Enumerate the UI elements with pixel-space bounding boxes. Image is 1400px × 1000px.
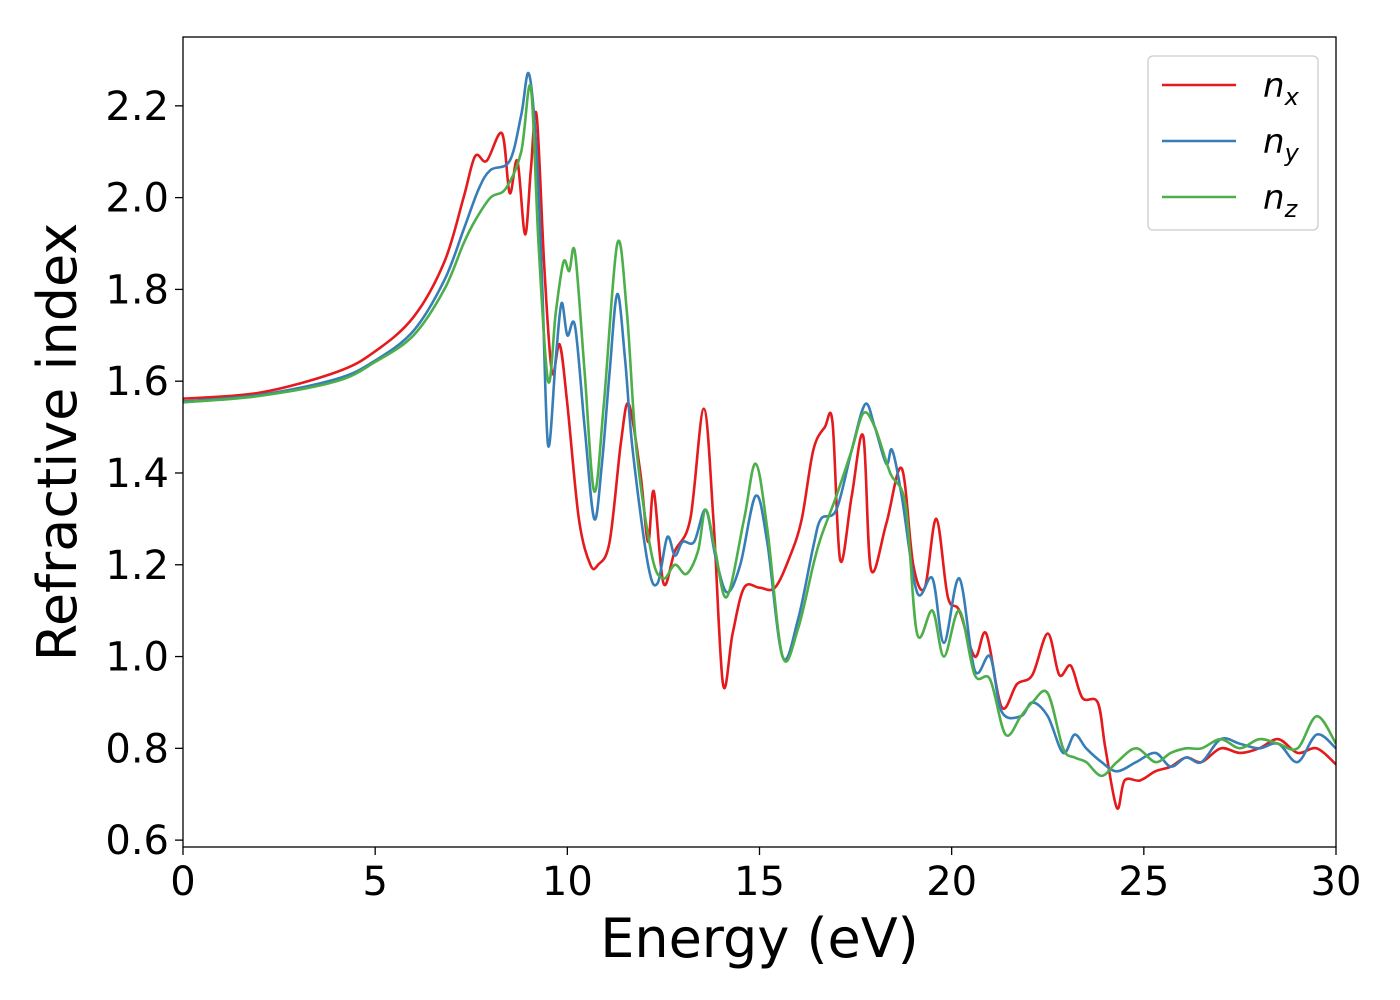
- legend-label-base: n: [1263, 66, 1285, 106]
- x-tick-label: 20: [926, 859, 977, 905]
- legend-label-subscript: y: [1284, 139, 1300, 167]
- y-tick-label: 0.8: [105, 726, 169, 772]
- x-tick-label: 10: [542, 859, 593, 905]
- x-tick-label: 0: [170, 859, 195, 905]
- legend-label-x: nx: [1263, 66, 1300, 111]
- y-tick-label: 2.0: [105, 176, 169, 222]
- x-axis-title: Energy (eV): [600, 907, 919, 970]
- y-tick-label: 0.6: [105, 818, 169, 864]
- legend-label-y: ny: [1263, 122, 1300, 167]
- x-tick-label: 5: [362, 859, 387, 905]
- y-axis-ticks: 0.6 0.8 1.0 1.2 1.4 1.6 1.8 2.0 2.2: [105, 84, 183, 864]
- x-axis-ticks: 0 5 10 15 20 25 30: [170, 847, 1361, 905]
- legend-label-z: nz: [1263, 178, 1299, 223]
- plot-lines: [183, 71, 1336, 810]
- y-axis-title: Refractive index: [26, 223, 89, 662]
- legend-label-base: n: [1263, 122, 1285, 162]
- y-tick-label: 1.4: [105, 451, 169, 497]
- series-line-y: [183, 71, 1336, 773]
- y-tick-label: 1.8: [105, 267, 169, 313]
- legend-label-subscript: x: [1284, 83, 1300, 111]
- legend-box: [1147, 55, 1319, 231]
- legend-label-subscript: z: [1284, 195, 1299, 223]
- x-tick-label: 15: [734, 859, 785, 905]
- series-line-z: [183, 83, 1336, 778]
- y-tick-label: 2.2: [105, 84, 169, 130]
- x-tick-label: 25: [1118, 859, 1169, 905]
- y-tick-label: 1.6: [105, 359, 169, 405]
- y-tick-label: 1.2: [105, 543, 169, 589]
- y-tick-label: 1.0: [105, 635, 169, 681]
- legend-label-base: n: [1263, 178, 1285, 218]
- x-tick-label: 30: [1311, 859, 1362, 905]
